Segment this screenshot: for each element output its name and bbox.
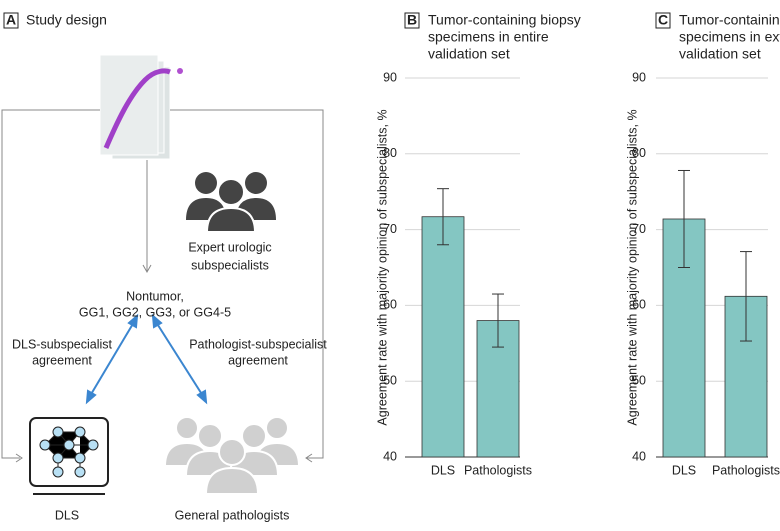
- x-tick-label: DLS: [431, 463, 455, 477]
- chart-title: Tumor-containing biopsy: [679, 12, 780, 28]
- error-bar: [678, 169, 690, 268]
- chart-title: specimens in entire: [428, 29, 549, 45]
- dls-agreement-label: DLS-subspecialist: [12, 337, 113, 351]
- badge: [3, 12, 19, 29]
- y-tick-label: 90: [383, 70, 397, 84]
- x-tick-label: Pathologists: [464, 463, 532, 477]
- chart-title: Tumor-containing biopsy: [428, 12, 581, 28]
- error-bar: [740, 251, 752, 342]
- outcome-label: Nontumor,: [126, 289, 184, 303]
- dls-label: DLS: [55, 508, 79, 522]
- chart-title: validation set: [428, 46, 510, 62]
- error-bar: [492, 293, 504, 348]
- experts-label: Expert urologic: [188, 240, 271, 254]
- x-tick-label: Pathologists: [712, 463, 780, 477]
- experts-label: subspecialists: [191, 258, 269, 272]
- connectors: [1, 109, 324, 463]
- dls-agreement-label: agreement: [32, 353, 92, 367]
- pathologists-icon: [163, 416, 301, 495]
- panel-label: B: [407, 12, 417, 28]
- panel-label: A: [6, 12, 16, 28]
- y-tick-label: 50: [632, 373, 646, 387]
- agreement-arrows: [85, 313, 208, 405]
- path-agreement-label: agreement: [228, 353, 288, 367]
- outcome-label: GG1, GG2, GG3, or GG4-5: [79, 305, 231, 319]
- y-tick-label: 90: [632, 70, 646, 84]
- panel-a: A Study design: [1, 12, 327, 522]
- experts-icon: [186, 172, 276, 233]
- panel-title: Study design: [26, 12, 107, 28]
- y-axis-label: Agreement rate with majority opinion of …: [375, 109, 389, 425]
- dls-icon: [29, 417, 109, 495]
- y-tick-label: 60: [383, 298, 397, 312]
- panel-label: C: [658, 12, 668, 28]
- badge: [655, 12, 671, 29]
- chart-title: specimens in external: [679, 29, 780, 45]
- y-tick-label: 80: [383, 146, 397, 160]
- pathologists-label: General pathologists: [175, 508, 290, 522]
- bar: [421, 216, 465, 458]
- slides: [99, 54, 183, 160]
- y-tick-label: 50: [383, 373, 397, 387]
- y-tick-label: 80: [632, 146, 646, 160]
- y-tick-label: 70: [383, 222, 397, 236]
- y-tick-label: 40: [383, 449, 397, 463]
- y-axis-label: Agreement rate with majority opinion of …: [625, 109, 639, 425]
- y-tick-label: 40: [632, 449, 646, 463]
- x-tick-label: DLS: [672, 463, 696, 477]
- y-tick-label: 70: [632, 222, 646, 236]
- y-tick-label: 60: [632, 298, 646, 312]
- path-agreement-label: Pathologist-subspecialist: [189, 337, 327, 351]
- error-bar: [437, 188, 449, 246]
- badge: [404, 12, 420, 29]
- chart-title: validation set: [679, 46, 761, 62]
